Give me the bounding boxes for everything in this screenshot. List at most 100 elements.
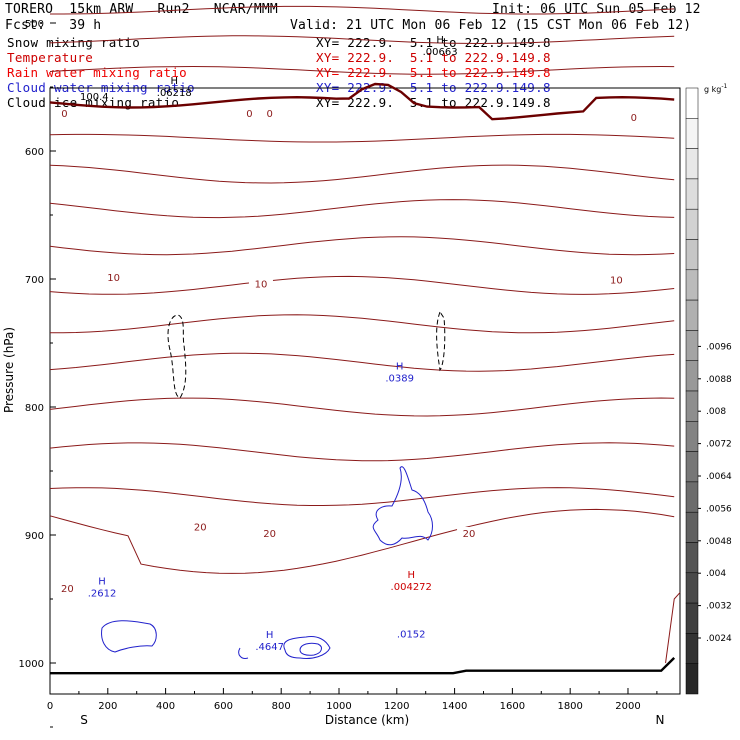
y-tick-label: 800 — [25, 403, 44, 414]
colorbar-label: .0064 — [706, 472, 732, 482]
contour-label-bg — [257, 107, 282, 120]
maximum-marker: H — [266, 630, 274, 641]
temperature-label: 20 — [61, 584, 74, 595]
isoline — [49, 199, 675, 219]
colorbar-label: .0088 — [706, 375, 732, 385]
temperature-label: 10 — [107, 273, 120, 284]
temperature-label: 10 — [610, 276, 623, 287]
isoline — [49, 82, 675, 121]
contour-label-bg — [248, 277, 273, 290]
colorbar-segment — [685, 118, 699, 149]
cloud-water-contour — [299, 642, 322, 656]
cloud-water-contour — [101, 620, 157, 653]
colorbar-label: .0024 — [706, 634, 732, 644]
south-label: S — [80, 713, 88, 727]
cloud-water-contour — [283, 636, 331, 659]
contour-label-bg — [55, 582, 80, 595]
maximum-value: .06218 — [157, 88, 192, 99]
maximum-value: .4647 — [255, 642, 284, 653]
colorbar-segment — [685, 421, 699, 452]
maximum-marker: H — [98, 576, 106, 587]
maximum-marker: H — [436, 35, 444, 46]
maximum-marker: H — [396, 361, 404, 372]
colorbar-segment — [685, 633, 699, 664]
maximum-value: .00663 — [423, 47, 458, 58]
maximum-marker: H — [171, 76, 179, 87]
isoline — [49, 442, 675, 462]
x-tick-label: 1800 — [557, 701, 582, 712]
colorbar-segment — [685, 360, 699, 392]
colorbar-label: .0048 — [706, 537, 732, 547]
colorbar-segment — [685, 299, 699, 331]
colorbar-segment — [685, 451, 699, 483]
x-tick-label: 1600 — [500, 701, 525, 712]
x-tick-label: 600 — [214, 701, 233, 712]
x-tick-label: 800 — [272, 701, 291, 712]
isoline — [49, 487, 675, 506]
colorbar-label: .008 — [706, 407, 726, 417]
temperature-label: 10 — [255, 279, 268, 290]
x-tick-label: 2000 — [615, 701, 640, 712]
colorbar-segment — [685, 269, 699, 301]
colorbar-label: .0096 — [706, 342, 732, 352]
x-tick-label: 1000 — [326, 701, 351, 712]
isoline — [49, 352, 675, 372]
isoline — [50, 314, 675, 334]
colorbar-unit-exponent: -1 — [721, 83, 727, 90]
contour-label-bg — [621, 111, 646, 123]
maximum-value: .0389 — [385, 373, 414, 384]
maximum-value: .0152 — [397, 629, 426, 640]
temperature-label: 20 — [463, 529, 476, 540]
contour-label-bg — [188, 520, 213, 533]
colorbar-segment — [685, 511, 699, 543]
colorbar-label: .0072 — [706, 440, 732, 450]
x-tick-label: 400 — [156, 701, 175, 712]
colorbar-segment — [685, 602, 699, 634]
y-axis-label: Pressure (hPa) — [2, 327, 16, 413]
contour-label-bg — [237, 107, 262, 120]
maximum-value: .2612 — [88, 588, 117, 599]
x-tick-label: 0 — [47, 701, 53, 712]
x-tick-label: 1400 — [442, 701, 467, 712]
isoline — [49, 35, 675, 45]
colorbar-segment — [685, 572, 699, 604]
contour-label-bg — [257, 527, 282, 539]
colorbar-label: .0032 — [706, 602, 732, 612]
maximum-marker: H — [407, 570, 415, 581]
colorbar-segment — [685, 663, 699, 695]
colorbar-segment — [685, 178, 699, 210]
right-edge-contour — [665, 592, 681, 664]
x-tick-label: 1200 — [384, 701, 409, 712]
contour-label-bg — [457, 527, 482, 539]
plot-frame — [49, 87, 681, 695]
maximum-value: .004272 — [391, 582, 432, 593]
forecast-hour: Fcst: 39 h — [5, 18, 102, 33]
isoline — [49, 65, 675, 75]
y-tick-label: 900 — [25, 531, 44, 542]
temperature-label: 20 — [263, 529, 276, 540]
top-label: 100.4 — [80, 92, 109, 103]
temperature-label: 20 — [194, 523, 207, 534]
colorbar-segment — [685, 330, 699, 361]
cloud-ice-contour — [436, 310, 446, 372]
isoline — [49, 236, 675, 256]
colorbar-segment — [685, 542, 699, 574]
colorbar-segment — [685, 390, 699, 422]
colorbar-label: .004 — [706, 569, 726, 579]
isoline — [49, 508, 675, 574]
x-axis-label: Distance (km) — [325, 713, 409, 727]
y-tick-label: 1000 — [19, 659, 44, 670]
temperature-label: 0 — [61, 109, 67, 120]
valid-time: Valid: 21 UTC Mon 06 Feb 12 (15 CST Mon … — [290, 18, 692, 33]
colorbar-segment — [685, 87, 699, 119]
contour-label-bg — [52, 107, 77, 120]
y-tick-label: 700 — [25, 275, 44, 286]
field-coords: XY= 222.9. 5.1 to 222.9.149.8 — [316, 50, 551, 65]
field-name: Temperature — [7, 50, 94, 65]
terrain-line — [50, 657, 676, 675]
isoline — [49, 164, 675, 184]
cloud-water-contour — [238, 647, 249, 659]
colorbar-segment — [685, 481, 699, 513]
isoline — [49, 397, 675, 417]
